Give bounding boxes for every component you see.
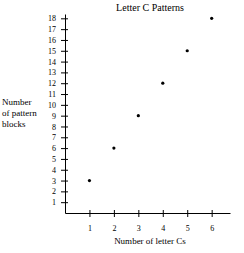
y-tick-mark [61, 116, 68, 117]
y-tick-mark [61, 181, 68, 182]
y-tick-label: 2 [52, 187, 56, 196]
y-tick-mark [61, 72, 68, 73]
x-axis: 1 2 3 4 5 6 [66, 210, 231, 233]
y-tick: 3 [52, 177, 68, 186]
x-tick-mark [187, 210, 188, 217]
y-tick-label: 7 [52, 133, 56, 142]
point [210, 17, 213, 20]
y-tick-label: 11 [48, 90, 56, 99]
x-tick-mark [163, 210, 164, 217]
y-tick: 11 [48, 90, 68, 99]
y-axis-label-line: Number [2, 97, 32, 107]
y-tick: 18 [48, 14, 68, 23]
y-tick-label: 4 [52, 166, 56, 175]
x-tick-mark [212, 210, 213, 217]
y-tick: 15 [48, 47, 68, 56]
point [186, 49, 189, 52]
y-tick: 17 [48, 25, 68, 34]
y-tick-label: 3 [52, 177, 56, 186]
y-tick: 6 [52, 144, 68, 153]
x-tick-mark [114, 210, 115, 217]
y-tick: 10 [48, 101, 68, 110]
y-tick-mark [61, 29, 68, 30]
y-tick: 14 [48, 58, 68, 67]
y-axis: 123456789101112131415161718 [48, 14, 68, 213]
y-tick-label: 18 [48, 14, 56, 23]
title: Letter C Patterns [116, 2, 184, 13]
y-tick: 13 [48, 68, 68, 77]
x-tick: 3 [137, 210, 141, 233]
x-tick-label: 4 [161, 224, 165, 233]
y-tick-label: 15 [48, 47, 56, 56]
x-tick-label: 6 [210, 224, 214, 233]
y-tick-label: 8 [52, 123, 56, 132]
y-tick: 5 [52, 155, 68, 164]
y-tick-label: 9 [52, 112, 56, 121]
y-tick-mark [61, 126, 68, 127]
y-tick-label: 6 [52, 144, 56, 153]
x-tick: 2 [112, 210, 116, 233]
y-tick-label: 17 [48, 25, 56, 34]
y-tick-label: 13 [48, 68, 56, 77]
y-tick-mark [61, 170, 68, 171]
y-tick-mark [61, 148, 68, 149]
y-tick: 8 [52, 123, 68, 132]
y-tick-mark [61, 137, 68, 138]
y-tick-label: 14 [48, 58, 56, 67]
y-tick-label: 10 [48, 101, 56, 110]
y-tick-mark [61, 191, 68, 192]
y-tick: 16 [48, 36, 68, 45]
y-tick: 7 [52, 133, 68, 142]
x-tick-label: 3 [137, 224, 141, 233]
y-tick: 2 [52, 187, 68, 196]
point [112, 147, 115, 150]
x-tick-label: 5 [186, 224, 190, 233]
y-tick-mark [61, 94, 68, 95]
y-tick-mark [61, 202, 68, 203]
y-tick-mark [61, 18, 68, 19]
x-tick: 4 [161, 210, 165, 233]
point [161, 82, 164, 85]
x-tick-mark [138, 210, 139, 217]
y-tick-label: 16 [48, 36, 56, 45]
y-tick-mark [61, 83, 68, 84]
y-tick-mark [61, 62, 68, 63]
y-tick: 9 [52, 112, 68, 121]
y-tick-mark [61, 51, 68, 52]
y-tick: 4 [52, 166, 68, 175]
y-tick-label: 12 [48, 79, 56, 88]
y-axis-label-line: blocks [2, 119, 26, 129]
x-tick: 1 [88, 210, 92, 233]
x-tick: 6 [210, 210, 214, 233]
x-tick-mark [89, 210, 90, 217]
point [88, 179, 91, 182]
y-tick: 12 [48, 79, 68, 88]
y-axis-line [65, 15, 66, 214]
x-tick: 5 [186, 210, 190, 233]
plot-area [88, 17, 213, 182]
y-tick: 1 [52, 198, 68, 207]
x-tick-label: 2 [112, 224, 116, 233]
y-tick-mark [61, 40, 68, 41]
chart: Letter C Patterns12345678910111213141516… [0, 0, 244, 253]
y-tick-mark [61, 105, 68, 106]
x-tick-label: 1 [88, 224, 92, 233]
y-axis-label: Numberof patternblocks [2, 97, 37, 129]
y-tick-mark [61, 159, 68, 160]
y-axis-label-line: of pattern [2, 108, 37, 118]
x-axis-label: Number of letter Cs [114, 236, 186, 246]
y-tick-label: 5 [52, 155, 56, 164]
point [137, 114, 140, 117]
y-tick-label: 1 [52, 198, 56, 207]
